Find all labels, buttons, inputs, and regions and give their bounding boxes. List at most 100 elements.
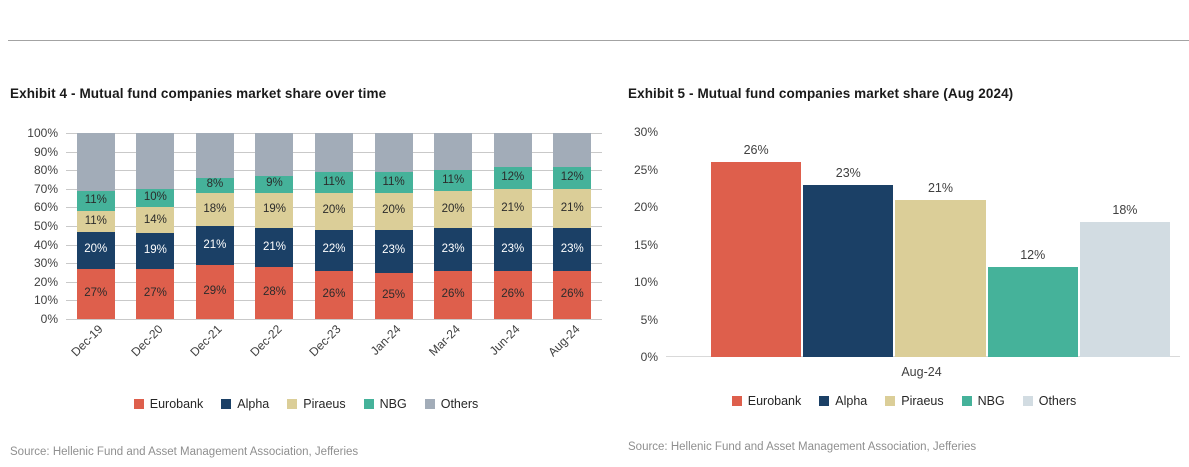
bar-segment-eurobank: 28%: [255, 266, 294, 319]
gridline: [66, 319, 602, 320]
bar-segment-label: 11%: [84, 194, 107, 207]
bar-segment-nbg: 9%: [255, 175, 294, 193]
exhibit-5-plot: 26% 23% 21% 12% 18%: [666, 132, 1180, 357]
y-tick-label: 5%: [640, 312, 658, 327]
bar-segment-label: 9%: [266, 177, 283, 190]
y-tick-label: 60%: [33, 200, 58, 215]
bar-segment-label: 23%: [501, 242, 525, 255]
bar-segment-label: 21%: [262, 240, 286, 253]
bar-segment-alpha: 23%: [374, 229, 413, 273]
bar-nbg: 12%: [987, 248, 1078, 357]
nbg-swatch-icon: [363, 399, 374, 409]
bar-value-label: 18%: [1112, 203, 1138, 217]
bar-segment-label: 10%: [143, 191, 167, 204]
exhibit-4-source: Source: Hellenic Fund and Asset Manageme…: [10, 446, 359, 458]
legend-label: Eurobank: [149, 397, 204, 411]
x-tick-label: Dec-21: [187, 322, 225, 360]
top-divider: [8, 40, 1189, 41]
bar-segment-piraeus: 20%: [434, 190, 473, 228]
bar-segment-label: 12%: [501, 170, 525, 183]
eurobank-swatch-icon: [731, 396, 742, 406]
legend-item-eurobank: Eurobank: [731, 394, 802, 408]
y-tick-label: 100%: [27, 126, 58, 140]
bar-piraeus: 21%: [895, 181, 986, 357]
others-swatch-icon: [1022, 396, 1033, 406]
x-tick-label: Dec-20: [127, 322, 166, 360]
legend-label: Alpha: [237, 397, 270, 411]
bar-segment-label: 26%: [560, 288, 584, 301]
legend-label: NBG: [379, 397, 407, 411]
exhibit-5-y-axis: 30% 25% 20% 15% 10% 5% 0%: [628, 125, 666, 364]
x-tick-label: Dec-19: [68, 322, 106, 360]
bar-slot-jan-24: 25% 23% 20% 11%: [364, 133, 424, 319]
legend-label: Piraeus: [901, 394, 944, 408]
bar-segment-piraeus: 21%: [553, 188, 592, 228]
bar-segment-alpha: 20%: [76, 231, 115, 269]
bar-segment-alpha: 21%: [255, 227, 294, 267]
bar-segment-eurobank: 26%: [493, 270, 532, 319]
legend-label: Eurobank: [747, 394, 802, 408]
bar-segment-piraeus: 19%: [255, 192, 294, 228]
bar-segment-others: [136, 133, 175, 189]
exhibit-4-plot: 27% 20% 11% 11% 27% 19% 14% 10% 29% 21% 18% 8% 28% 21…: [66, 133, 602, 320]
exhibit-5-source: Source: Hellenic Fund and Asset Manageme…: [628, 441, 977, 453]
bar-slot-dec-21: 29% 21% 18% 8%: [185, 133, 245, 319]
bar-segment-label: 19%: [143, 244, 167, 257]
stacked-bar: 26% 23% 21% 12%: [553, 133, 592, 319]
bar-segment-label: 25%: [382, 289, 406, 301]
bar-segment-others: [553, 133, 592, 167]
stacked-bar: 28% 21% 19% 9%: [255, 133, 294, 319]
exhibit-5-legend: Eurobank Alpha Piraeus NBG Others: [628, 394, 1180, 408]
bar-segment-nbg: 11%: [76, 190, 115, 212]
bar-value-label: 26%: [743, 143, 769, 157]
bar-segment-label: 27%: [84, 287, 108, 300]
exhibit-5-x-axis-label: Aug-24: [901, 365, 942, 379]
legend-item-nbg: NBG: [961, 394, 1005, 408]
bar-segment-label: 28%: [262, 286, 286, 299]
bar-segment-piraeus: 18%: [195, 192, 234, 227]
legend-label: Piraeus: [303, 397, 346, 411]
legend-label: Others: [440, 397, 479, 411]
legend-item-others: Others: [1022, 394, 1077, 408]
stacked-bar: 29% 21% 18% 8%: [195, 133, 234, 319]
y-tick-label: 15%: [633, 237, 658, 252]
x-tick-label: Jan-24: [367, 322, 404, 358]
bar-segment-label: 22%: [322, 243, 346, 256]
piraeus-swatch-icon: [287, 399, 298, 409]
stacked-bar: 25% 23% 20% 11%: [374, 133, 413, 319]
legend-item-alpha: Alpha: [819, 394, 867, 408]
bar-slot-dec-22: 28% 21% 19% 9%: [245, 133, 305, 319]
bar-segment-label: 11%: [442, 173, 465, 186]
bar-segment-piraeus: 20%: [374, 192, 413, 230]
legend-label: Others: [1038, 394, 1077, 408]
y-tick-label: 25%: [633, 162, 658, 177]
legend-item-others: Others: [424, 397, 479, 411]
bar-segment-alpha: 22%: [315, 229, 354, 271]
bar-segment-eurobank: 29%: [195, 265, 234, 319]
legend-item-alpha: Alpha: [221, 397, 269, 411]
legend-label: Alpha: [835, 394, 868, 408]
bar-segment-nbg: 11%: [434, 170, 473, 191]
bar-segment-label: 23%: [382, 244, 406, 257]
bar-segment-nbg: 11%: [315, 172, 354, 193]
bar-segment-eurobank: 26%: [553, 270, 592, 319]
nbg-swatch-icon: [961, 396, 972, 406]
bar-segment-label: 14%: [143, 213, 167, 226]
stacked-bars: 27% 20% 11% 11% 27% 19% 14% 10% 29% 21% 18% 8% 28% 21…: [66, 133, 602, 319]
bar-segment-label: 11%: [382, 175, 405, 188]
exhibit-4-panel: Exhibit 4 - Mutual fund companies market…: [10, 86, 602, 458]
bar-segment-others: [76, 133, 115, 191]
exhibit-5-chart: 30% 25% 20% 15% 10% 5% 0% 26% 23% 21% 12% 18%: [628, 125, 1180, 364]
bar-segment-label: 27%: [143, 287, 167, 300]
y-tick-label: 30%: [633, 125, 658, 139]
bar-segment-label: 23%: [560, 242, 584, 255]
bar-segment-label: 21%: [203, 238, 227, 251]
bar-segment-piraeus: 14%: [136, 207, 175, 234]
bar-segment-label: 11%: [84, 214, 107, 227]
exhibit-4-title: Exhibit 4 - Mutual fund companies market…: [10, 86, 387, 101]
bar-segment-alpha: 21%: [195, 226, 234, 266]
bar-segment-piraeus: 11%: [76, 211, 115, 232]
bar-segment-others: [374, 133, 413, 173]
y-tick-label: 0%: [640, 350, 658, 364]
